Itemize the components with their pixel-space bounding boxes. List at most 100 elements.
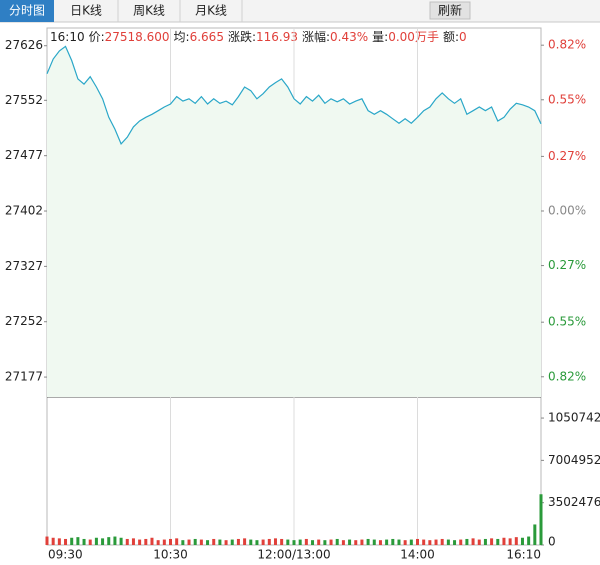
volume-bar [51, 537, 55, 545]
volume-bar [101, 538, 105, 545]
volume-bar [94, 537, 98, 545]
volume-bar [181, 540, 185, 545]
info-time: 16:10 [50, 30, 85, 44]
volume-bar [416, 538, 419, 545]
info-value: 116.93 [256, 30, 298, 44]
info-label: 价: [89, 30, 105, 44]
volume-bar [533, 524, 537, 545]
info-label: 涨幅: [302, 29, 330, 44]
volume-bar [286, 539, 290, 545]
y2-tick-label: 0.82% [548, 369, 586, 383]
y-tick-label: 27626 [5, 38, 43, 52]
volume-bar [477, 539, 481, 545]
tab[interactable]: 月K线 [195, 4, 227, 18]
volume-bar [527, 536, 531, 545]
volume-bar [131, 538, 135, 545]
refresh-button-bg[interactable] [429, 1, 471, 20]
refresh-button[interactable]: 刷新 [438, 3, 462, 18]
volume-bar [45, 536, 49, 545]
volume-bar [298, 539, 302, 545]
volume-bar [82, 538, 86, 545]
volume-bar [292, 540, 296, 545]
volume-bar [236, 538, 240, 545]
volume-bar [360, 539, 364, 545]
volume-bar [119, 537, 123, 545]
volume-bar [514, 537, 518, 545]
volume-bar [317, 539, 321, 545]
volume-bar [385, 539, 389, 545]
volume-bar [113, 536, 117, 545]
volume-tick-label: 10507428 [548, 411, 600, 425]
volume-bar [311, 540, 315, 545]
volume-tick-label: 7004952 [548, 453, 600, 467]
y-tick-label: 27252 [5, 314, 43, 328]
volume-bar [273, 538, 277, 545]
price-area [47, 46, 541, 398]
info-value: 0.00万手 [388, 30, 439, 44]
info-label: 额: [443, 30, 459, 44]
volume-bar [304, 538, 308, 545]
volume-bar [193, 538, 197, 545]
info-label: 均: [174, 30, 190, 44]
volume-bar [255, 540, 259, 545]
volume-bar [496, 538, 500, 545]
volume-bar [175, 538, 179, 545]
volume-bar [162, 539, 166, 545]
volume-bar [453, 540, 457, 545]
volume-bar [391, 538, 395, 545]
volume-bar [335, 538, 339, 545]
volume-bar [446, 539, 450, 545]
volume-bar [64, 538, 68, 545]
x-tick-label: 10:30 [153, 548, 188, 562]
x-tick-label: 12:00/13:00 [257, 548, 330, 562]
y-tick-label: 27552 [5, 93, 43, 107]
y2-tick-label: 0.27% [548, 149, 586, 163]
info-value: 6.665 [190, 30, 224, 44]
volume-bar [107, 537, 111, 545]
volume-bar [366, 538, 370, 545]
volume-bar [156, 540, 160, 545]
x-tick-label: 14:00 [400, 548, 435, 562]
volume-bar [169, 538, 172, 545]
tab-active-bg [0, 0, 54, 22]
volume-bar [440, 538, 444, 545]
volume-bar [348, 539, 352, 545]
volume-bar [428, 540, 432, 545]
volume-bar [403, 540, 407, 545]
y-tick-label: 27477 [5, 148, 43, 162]
volume-bar [230, 539, 234, 545]
info-line: 16:10 价:27518.600 均:6.665 涨跌:116.93 涨幅:0.43%… [50, 29, 467, 44]
volume-bar [243, 538, 247, 545]
price-line [46, 45, 542, 145]
y2-tick-label: 0.00% [548, 203, 586, 217]
volume-bar [434, 539, 438, 545]
volume-bar [539, 494, 543, 545]
volume-bar [323, 540, 327, 545]
volume-tick-label: 0 [548, 535, 556, 549]
y-tick-label: 27177 [5, 370, 43, 384]
volume-bar [267, 538, 271, 545]
volume-bar [397, 539, 401, 545]
volume-bar [261, 539, 265, 545]
y-tick-label: 27327 [5, 259, 43, 273]
volume-bar [224, 540, 228, 545]
volume-bar [508, 538, 512, 545]
volume-bar [471, 538, 475, 545]
volume-bar [76, 537, 80, 545]
y2-tick-label: 0.55% [548, 92, 586, 106]
volume-bar [378, 540, 382, 545]
volume-bar [206, 540, 210, 545]
volume-bar [88, 539, 92, 545]
tab[interactable]: 分时图 [9, 4, 45, 18]
volume-bar [218, 539, 222, 545]
volume-bar [187, 539, 191, 545]
tab[interactable]: 周K线 [133, 4, 165, 18]
volume-bar [138, 539, 142, 545]
y2-tick-label: 0.55% [548, 315, 586, 329]
volume-bar [150, 537, 154, 545]
volume-bar [125, 538, 129, 545]
tab[interactable]: 日K线 [70, 4, 102, 18]
info-value: 0 [459, 30, 467, 44]
